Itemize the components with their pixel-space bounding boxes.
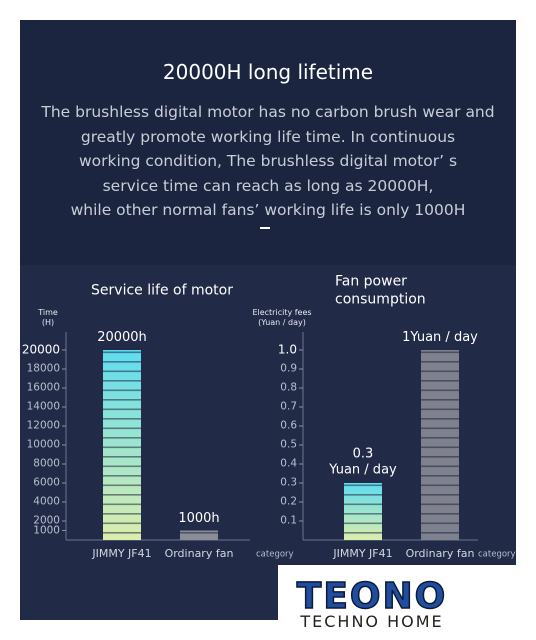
paragraph-line: working condition, The brushless digital… <box>78 152 458 170</box>
y-tick-label: 0.3 <box>280 476 297 489</box>
y-axis-label: Electricity fees (Yuan / day) <box>252 308 312 327</box>
y-tick-label: 0.6 <box>280 419 297 432</box>
x-tick-label: JIMMY JF41 <box>92 547 152 561</box>
x-tick-label: Ordinary fan <box>405 547 475 561</box>
y-axis-label: Time (H) <box>38 308 58 327</box>
y-tick-label: 0.5 <box>280 438 297 451</box>
y-tick-label: 0.7 <box>280 400 297 413</box>
y-tick-label: 20000 <box>21 342 60 357</box>
y-tick-label: 14000 <box>26 400 60 413</box>
bar-stripes <box>421 350 459 540</box>
paragraph-line: The brushless digital motor has no carbo… <box>41 103 495 121</box>
x-tick-label: JIMMY JF41 <box>333 547 393 561</box>
paragraph-line: while other normal fans’ working life is… <box>70 201 466 219</box>
chart-title: Service life of motor <box>91 282 233 299</box>
y-tick-label: 0.9 <box>280 362 297 375</box>
y-tick-label: 0.8 <box>280 381 297 394</box>
value-label: 1000h <box>178 510 220 526</box>
y-tick-label: 16000 <box>26 381 60 394</box>
value-label: 0.3 Yuan / day <box>329 446 397 478</box>
x-axis-label: category <box>256 549 294 560</box>
bar-stripes <box>344 483 382 540</box>
paragraph-line: greatly promote working life time. In co… <box>80 127 456 146</box>
y-tick-label: 1000 <box>33 523 60 536</box>
value-label: 20000h <box>97 329 147 345</box>
y-tick-label: 12000 <box>26 419 60 432</box>
y-tick-label: 0.1 <box>280 514 297 527</box>
x-axis-label: category <box>478 549 516 560</box>
title: 20000H long lifetime <box>162 60 374 84</box>
y-tick-label: 6000 <box>33 476 60 489</box>
value-label: 1Yuan / day <box>402 329 478 345</box>
bar-stripes <box>180 530 218 540</box>
bar-stripes <box>103 350 141 540</box>
y-tick-label: 8000 <box>33 457 60 470</box>
logo-box <box>278 565 536 640</box>
logo-brand: TEONO <box>296 575 448 618</box>
paragraph: The brushless digital motor has no carbo… <box>0 100 536 223</box>
y-tick-label: 4000 <box>33 495 60 508</box>
x-tick-label: Ordinary fan <box>164 547 234 561</box>
paragraph-line: service time can reach as long as 20000H… <box>102 176 434 195</box>
chart-title: Fan power consumption <box>335 273 426 308</box>
y-tick-label: 2000 <box>33 514 60 527</box>
y-tick-label: 1.0 <box>277 342 297 357</box>
y-tick-label: 0.2 <box>280 495 297 508</box>
y-tick-label: 0.4 <box>280 457 297 470</box>
logo-tagline: TECHNO HOME <box>300 612 444 631</box>
y-tick-label: 18000 <box>26 362 60 375</box>
y-tick-label: 10000 <box>26 438 60 451</box>
